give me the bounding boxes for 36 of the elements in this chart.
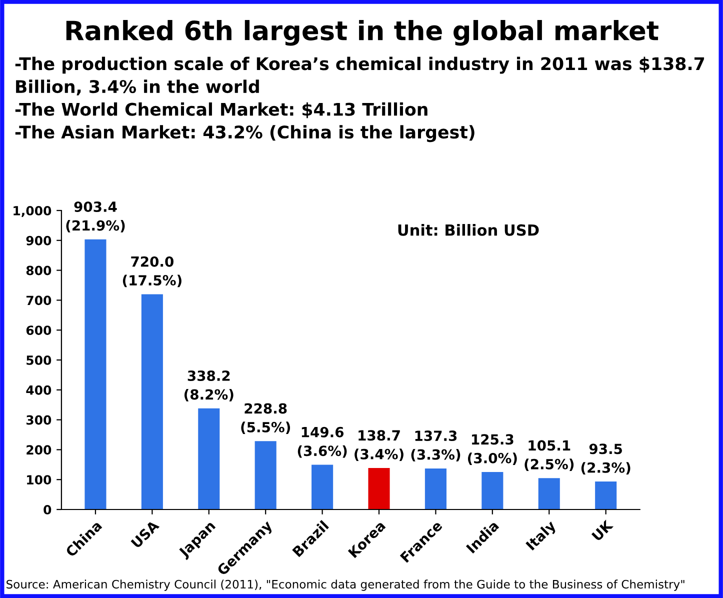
data-label: 228.8 (5.5%)	[241, 403, 290, 434]
y-tick-label: 300	[26, 415, 52, 425]
x-tick-label: UK	[591, 519, 614, 542]
data-label: 138.7 (3.4%)	[354, 430, 404, 461]
y-tick-label: 1,000	[14, 206, 52, 218]
data-label: 903.4 (21.9%)	[66, 201, 125, 232]
bar	[538, 478, 560, 510]
y-tick-label: 500	[26, 355, 52, 365]
data-label: 720.0 (17.5%)	[122, 256, 182, 288]
bar	[198, 408, 220, 510]
data-label: 125.3 (3.0%)	[468, 434, 517, 465]
data-label: 93.5 (2.3%)	[581, 444, 630, 475]
y-tick-label: 700	[26, 296, 52, 306]
data-label: 149.6 (3.6%)	[298, 426, 347, 458]
chart-title: Ranked 6th largest in the global market	[66, 20, 658, 46]
annotation: Unit: Billion USD	[398, 224, 539, 236]
bar	[482, 472, 504, 510]
y-tick-label: 800	[26, 266, 52, 276]
y-tick-label: 400	[26, 385, 52, 395]
chart-subtitle: -The production scale of Korea’s chemical industry in 2011 was $138.7 Billion, 3.4% in the world -The World Chemical Market: $4.13 Trillion -The Asian Market: 43.2% (China is the largest)	[15, 56, 704, 142]
data-label: 338.2 (8.2%)	[184, 370, 234, 402]
y-tick-label: 600	[26, 326, 52, 336]
bar	[84, 239, 106, 510]
bar	[368, 468, 390, 510]
y-tick-label: 0	[44, 504, 52, 514]
y-tick-label: 200	[26, 445, 52, 455]
bar	[424, 468, 446, 510]
y-tick-label: 900	[26, 236, 52, 246]
source-note: Source: American Chemistry Council (2011), "Economic data generated from the Guide to the Business of Chemistry"	[6, 580, 684, 591]
bar	[254, 441, 276, 510]
data-label: 105.1 (2.5%)	[524, 440, 574, 472]
y-tick-label: 100	[27, 475, 52, 485]
bar	[595, 482, 617, 510]
bar	[312, 464, 334, 510]
bar	[141, 294, 163, 510]
data-label: 137.3 (3.3%)	[411, 430, 460, 462]
